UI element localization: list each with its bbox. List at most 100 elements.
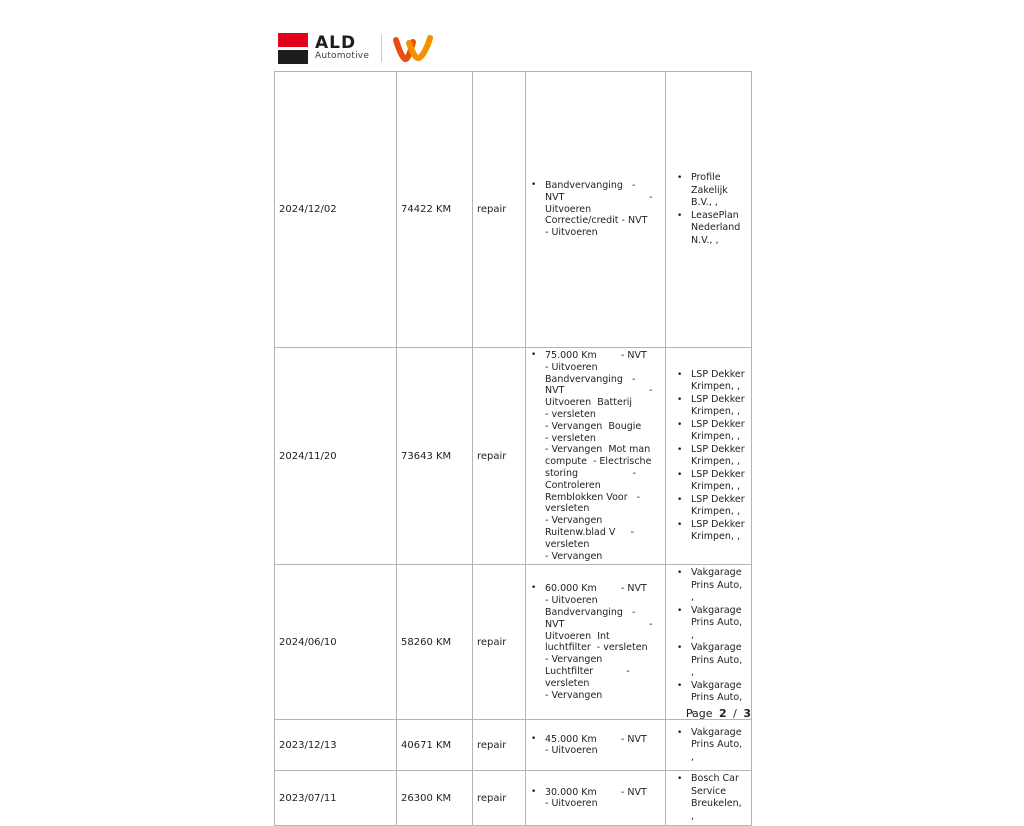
description-line: Luchtfilter -	[545, 665, 630, 677]
description-line: storing -	[545, 467, 636, 479]
date-cell: 2024/12/02	[274, 71, 397, 348]
bullet-icon: •	[677, 173, 683, 183]
provider-name: LeasePlan Nederland N.V., ,	[691, 209, 741, 246]
provider-name: LSP Dekker Krimpen, ,	[691, 418, 745, 443]
description-line: 60.000 Km - NVT	[545, 583, 647, 595]
provider-item: • LSP Dekker Krimpen, ,	[670, 519, 747, 544]
provider-list: • Bosch Car Service Breukelen, ,	[670, 773, 747, 823]
date-cell: 2023/12/13	[274, 719, 397, 772]
description-lines: 60.000 Km - NVT - Uitvoeren Bandvervangi…	[545, 583, 661, 701]
description-line: Uitvoeren Batterij	[545, 397, 633, 409]
provider-item: • LeasePlan Nederland N.V., ,	[670, 210, 747, 248]
provider-list: • Vakgarage Prins Auto, , • Vakgarage Pr…	[670, 567, 747, 717]
bullet-icon: •	[677, 469, 683, 480]
provider-item: • Profile Zakelijk B.V., ,	[670, 172, 747, 210]
ald-logo-subtitle: Automotive	[315, 51, 370, 61]
description-line: Bandvervanging -	[545, 180, 636, 191]
description-line: - Uitvoeren	[545, 745, 598, 757]
provider-name: Vakgarage Prins Auto, ,	[691, 567, 743, 604]
bullet-icon: •	[677, 419, 683, 430]
orange-w-logo	[393, 34, 434, 62]
provider-name: LSP Dekker Krimpen, ,	[691, 368, 745, 393]
description-line: - Vervangen	[545, 515, 603, 527]
type-cell: repair	[472, 564, 526, 721]
provider-item: • LSP Dekker Krimpen, ,	[670, 394, 747, 419]
logo-divider	[381, 34, 383, 62]
provider-name: Vakgarage Prins Auto, ,	[691, 726, 743, 763]
provider-name: Vakgarage Prins Auto, ,	[691, 679, 743, 716]
provider-name: Profile Zakelijk B.V., ,	[691, 172, 728, 208]
provider-item: • Vakgarage Prins Auto, ,	[670, 605, 747, 643]
description-line: Uitvoeren	[545, 203, 592, 215]
provider-list: • Profile Zakelijk B.V., , • LeasePlan N…	[670, 172, 747, 247]
description-line: Bandvervanging -	[545, 606, 636, 618]
provider-item: • Vakgarage Prins Auto, ,	[670, 642, 747, 680]
description-line: - Vervangen	[545, 550, 603, 562]
table-row: 2024/12/02 74422 KM repair • Bandvervang…	[274, 71, 752, 348]
description-cell: • 60.000 Km - NVT - Uitvoeren Bandvervan…	[525, 564, 666, 721]
date-cell: 2024/06/10	[274, 564, 397, 721]
bullet-icon: •	[531, 180, 537, 190]
description-line: - Uitvoeren	[545, 798, 598, 810]
description-cell: • 45.000 Km - NVT - Uitvoeren	[525, 719, 666, 772]
description-line: - Uitvoeren	[545, 361, 598, 373]
table-row: 2023/12/13 40671 KM repair • 45.000 Km -…	[274, 719, 752, 772]
provider-item: • LSP Dekker Krimpen, ,	[670, 444, 747, 469]
description-line: - versleten	[545, 408, 596, 420]
type-cell: repair	[472, 346, 526, 566]
header-logos: ALD Automotive	[278, 31, 434, 65]
providers-cell: • Profile Zakelijk B.V., , • LeasePlan N…	[665, 71, 752, 348]
table-row: 2024/11/20 73643 KM repair • 75.000 Km -…	[274, 346, 752, 566]
provider-item: • LSP Dekker Krimpen, ,	[670, 494, 747, 519]
bullet-icon: •	[677, 568, 683, 579]
description-line: NVT -	[545, 385, 653, 397]
description-lines: 45.000 Km - NVT - Uitvoeren	[545, 734, 661, 758]
description-line: - Vervangen	[545, 654, 603, 666]
ald-logo-title: ALD	[315, 33, 357, 53]
type-cell: repair	[472, 719, 526, 772]
description-line: 30.000 Km - NVT	[545, 786, 647, 798]
providers-cell: • Bosch Car Service Breukelen, ,	[665, 770, 752, 826]
description-cell: • Bandvervanging - NVT - Uitvoeren	[525, 71, 666, 348]
description-line: versleten	[545, 538, 590, 550]
description-line: 75.000 Km - NVT	[545, 350, 647, 361]
description-line: versleten	[545, 677, 590, 689]
bullet-icon: •	[531, 583, 537, 594]
description-line: - Vervangen Mot man	[545, 444, 651, 456]
description-entry: • 75.000 Km - NVT - Uitvoeren Bandvervan…	[530, 350, 661, 562]
provider-item: • LSP Dekker Krimpen, ,	[670, 369, 747, 394]
providers-cell: • LSP Dekker Krimpen, , • LSP Dekker Kri…	[665, 346, 752, 566]
description-lines: Bandvervanging - NVT - Uitvoeren Correct…	[545, 180, 661, 239]
provider-name: Bosch Car Service Breukelen, ,	[691, 773, 742, 822]
provider-list: • LSP Dekker Krimpen, , • LSP Dekker Kri…	[670, 369, 747, 544]
provider-name: LSP Dekker Krimpen, ,	[691, 443, 745, 468]
document-page: ALD Automotive 2024/12/02 74422 KM repai…	[274, 31, 752, 826]
description-entry: • Bandvervanging - NVT - Uitvoeren	[530, 180, 661, 239]
provider-item: • Bosch Car Service Breukelen, ,	[670, 773, 747, 823]
ald-logo-text: ALD Automotive	[315, 33, 370, 62]
bullet-icon: •	[677, 369, 683, 380]
providers-cell: • Vakgarage Prins Auto, ,	[665, 719, 752, 772]
bullet-icon: •	[677, 605, 683, 616]
description-line: Controleren	[545, 479, 601, 491]
bullet-icon: •	[677, 727, 683, 738]
description-line: Uitvoeren Int	[545, 630, 610, 642]
provider-name: Vakgarage Prins Auto, ,	[691, 604, 743, 641]
table-row: 2024/06/10 58260 KM repair • 60.000 Km -…	[274, 564, 752, 721]
provider-item: • LSP Dekker Krimpen, ,	[670, 469, 747, 494]
description-line: Bandvervanging -	[545, 373, 636, 385]
table-row: 2023/07/11 26300 KM repair • 30.000 Km -…	[274, 770, 752, 826]
provider-name: LSP Dekker Krimpen, ,	[691, 393, 745, 418]
type-cell: repair	[472, 770, 526, 826]
description-lines: 75.000 Km - NVT - Uitvoeren Bandvervangi…	[545, 350, 661, 562]
provider-item: • Vakgarage Prins Auto, ,	[670, 680, 747, 718]
km-cell: 58260 KM	[396, 564, 473, 721]
description-entry: • 30.000 Km - NVT - Uitvoeren	[530, 787, 661, 811]
provider-name: Vakgarage Prins Auto, ,	[691, 642, 743, 679]
bullet-icon: •	[677, 494, 683, 505]
page-separator: /	[733, 707, 737, 720]
description-cell: • 75.000 Km - NVT - Uitvoeren Bandvervan…	[525, 346, 666, 566]
page-current: 2	[718, 707, 727, 720]
description-line: NVT -	[545, 191, 653, 203]
description-line: - Vervangen Bougie	[545, 420, 642, 432]
